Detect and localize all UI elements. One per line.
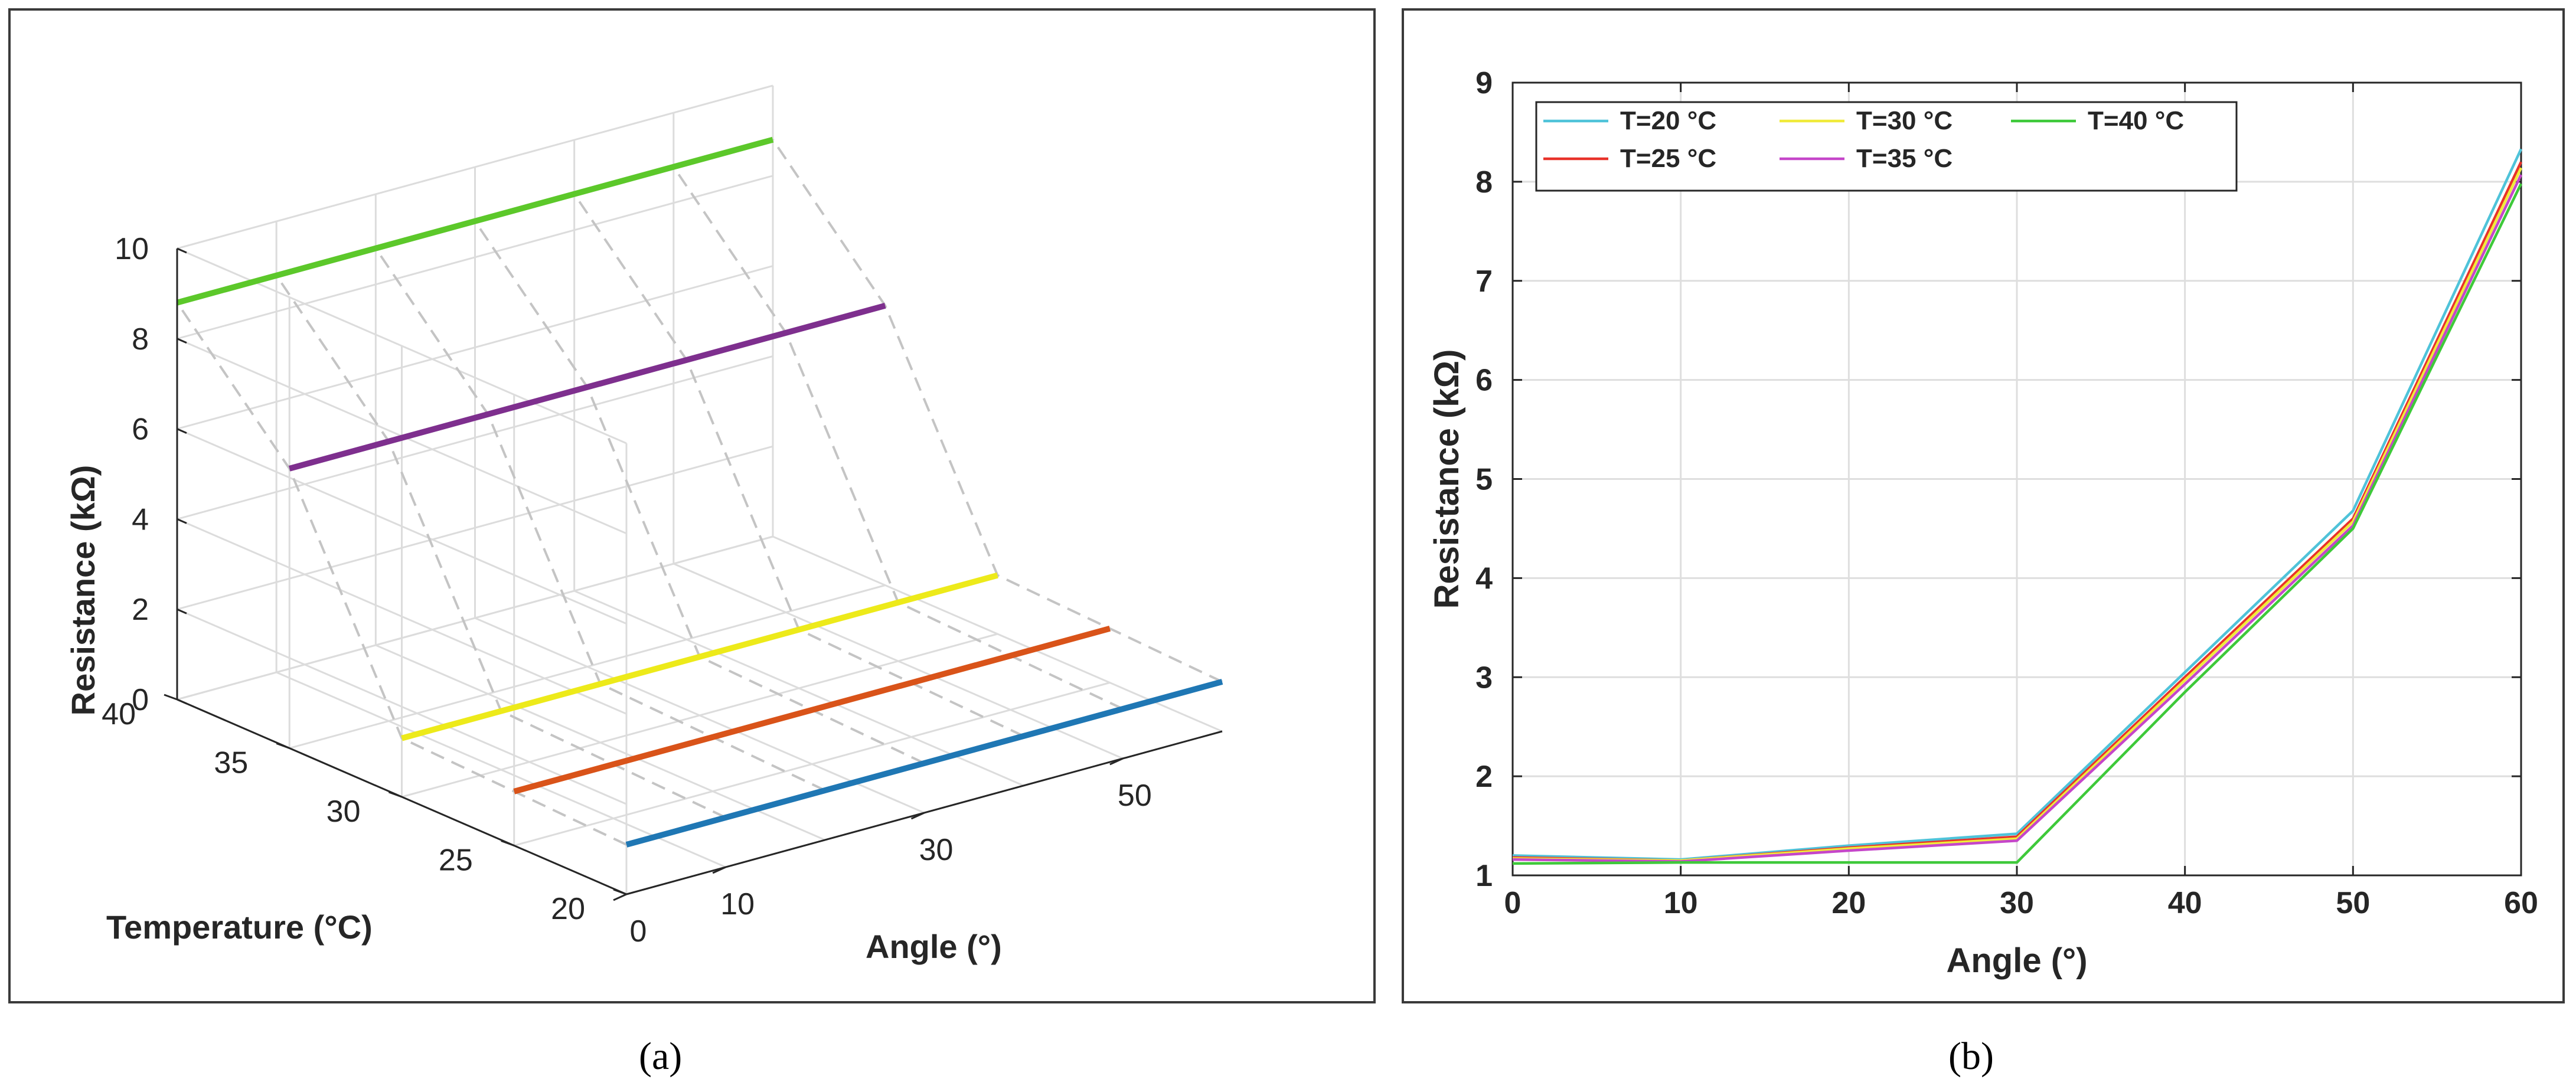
x-tick-label: 60 <box>2504 886 2538 920</box>
legend-label: T=25 °C <box>1620 144 1716 173</box>
grid-line <box>401 633 998 798</box>
y-tick <box>388 791 403 798</box>
z-tick-label: 6 <box>132 413 149 447</box>
legend-label: T=30 °C <box>1856 106 1953 135</box>
z-tick <box>177 247 187 254</box>
y-tick-label: 20 <box>551 892 585 926</box>
z-tick <box>177 428 187 434</box>
y-tick-label: 35 <box>214 746 248 780</box>
x-tick <box>910 812 925 820</box>
y-tick-label: 2 <box>1475 760 1493 794</box>
z-tick <box>177 338 187 344</box>
legend-label: T=35 °C <box>1856 144 1953 173</box>
x-tick <box>1109 757 1124 766</box>
caption-a: (a) <box>639 1035 683 1078</box>
y-tick-label: 25 <box>439 843 473 878</box>
legend-box <box>1535 101 2238 192</box>
y-tick <box>613 888 627 895</box>
x-tick-label: 30 <box>2000 886 2034 920</box>
y-tick <box>164 694 178 701</box>
y-tick-label: 7 <box>1475 264 1493 299</box>
caption-b: (b) <box>1948 1035 1994 1078</box>
x-axis-title: Angle (°) <box>866 928 1002 965</box>
x-tick-label: 10 <box>1664 886 1698 920</box>
x-tick-label: 30 <box>919 833 954 867</box>
series-line <box>401 572 998 741</box>
x-tick-label: 0 <box>1504 886 1522 920</box>
y-tick <box>276 743 290 749</box>
y-tick-label: 30 <box>327 795 361 829</box>
y-tick-label: 4 <box>1475 561 1493 596</box>
legend-label: T=40 °C <box>2088 106 2184 135</box>
series-line <box>288 302 886 472</box>
panel-a-frame <box>8 8 1376 1003</box>
series-line <box>1512 183 2523 865</box>
z-tick <box>177 608 187 614</box>
z-tick-label: 10 <box>115 232 149 266</box>
x-tick-label: 50 <box>2336 886 2370 920</box>
z-tick-label: 2 <box>132 593 149 627</box>
x-tick-label: 10 <box>720 887 755 921</box>
z-axis-title: Resistance (kΩ) <box>64 465 102 716</box>
z-tick-label: 4 <box>132 502 149 537</box>
y-axis-title: Resistance (kΩ) <box>1428 349 1466 609</box>
y-tick-label: 6 <box>1475 364 1493 398</box>
grid-line <box>289 584 886 749</box>
z-tick-label: 0 <box>132 683 149 717</box>
y-tick-label: 8 <box>1475 165 1493 200</box>
y-tick-label: 3 <box>1475 661 1493 695</box>
y-tick-label: 5 <box>1475 463 1493 497</box>
z-tick <box>177 698 187 705</box>
x-tick <box>613 893 627 901</box>
y-axis-title: Temperature (°C) <box>106 908 373 946</box>
x-tick-label: 40 <box>2168 886 2202 920</box>
x-tick-label: 20 <box>1831 886 1866 920</box>
y-tick-label: 1 <box>1475 859 1493 893</box>
x-tick <box>712 866 726 874</box>
x-tick-label: 50 <box>1118 779 1152 813</box>
y-tick-label: 40 <box>102 697 136 731</box>
y-tick-label: 9 <box>1475 66 1493 100</box>
grid-line <box>177 535 773 701</box>
x-tick-label: 0 <box>630 914 647 949</box>
series-line <box>513 625 1111 795</box>
grid-line <box>514 682 1111 846</box>
z-tick <box>177 518 187 524</box>
z-tick-label: 8 <box>132 322 149 357</box>
series-line <box>176 136 774 306</box>
series-line <box>625 679 1223 848</box>
legend-label: T=20 °C <box>1620 106 1716 135</box>
x-axis-title: Angle (°) <box>1946 941 2087 980</box>
y-tick <box>501 840 515 846</box>
